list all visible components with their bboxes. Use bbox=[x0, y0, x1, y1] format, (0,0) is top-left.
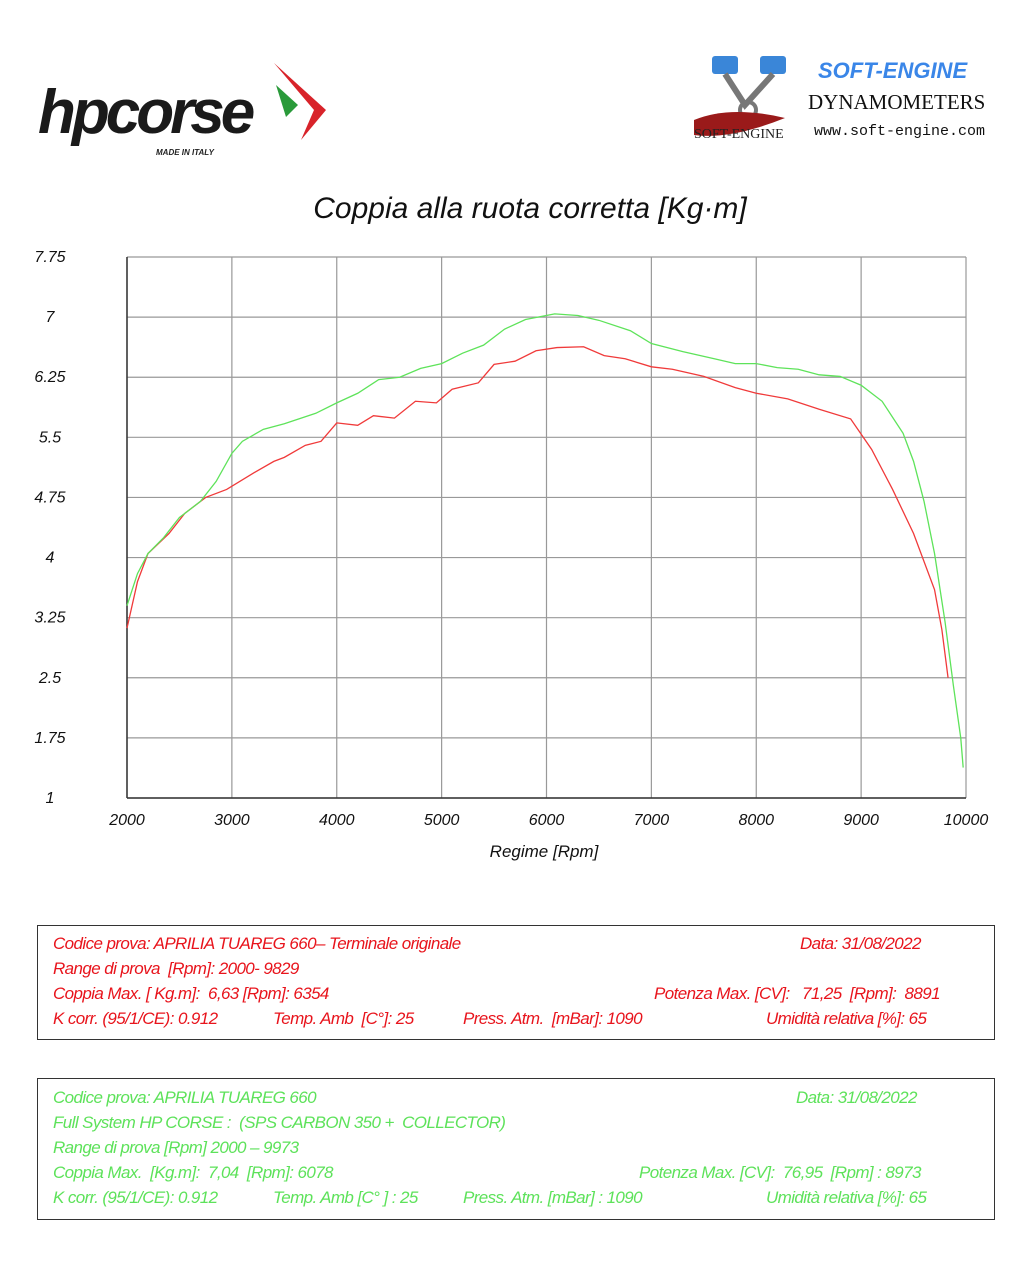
pistons-icon bbox=[712, 56, 786, 120]
y-tick-label: 4 bbox=[46, 550, 55, 567]
k-corr: K corr. (95/1/CE): 0.912 bbox=[53, 1188, 218, 1207]
hp-brand-text: hpcorse bbox=[38, 78, 254, 147]
y-tick-label: 7 bbox=[46, 309, 56, 326]
baseline-test-info: Codice prova: APRILIA TUAREG 660– Termin… bbox=[37, 925, 995, 1040]
original-torque-line bbox=[126, 346, 949, 678]
x-tick-label: 6000 bbox=[529, 812, 565, 829]
exhaust-system: Full System HP CORSE : (SPS CARBON 350 +… bbox=[53, 1113, 506, 1132]
x-axis-label: Regime [Rpm] bbox=[490, 842, 600, 861]
x-tick-label: 4000 bbox=[319, 812, 355, 829]
humidity: Umidità relativa [%]: 65 bbox=[766, 1188, 927, 1207]
max-power: Potenza Max. [CV]: 71,25 [Rpm]: 8891 bbox=[654, 984, 941, 1003]
y-tick-label: 5.5 bbox=[39, 429, 61, 446]
x-tick-label: 10000 bbox=[944, 812, 989, 829]
test-date: Data: 31/08/2022 bbox=[800, 934, 921, 953]
y-tick-label: 1 bbox=[46, 790, 55, 807]
x-tick-label: 2000 bbox=[108, 812, 145, 829]
torque-chart: 2000 3000 4000 5000 6000 7000 8000 9000 10000 7.7… bbox=[34, 249, 989, 861]
se-sub-text: DYNAMOMETERS bbox=[808, 90, 985, 114]
humidity: Umidità relativa [%]: 65 bbox=[766, 1009, 927, 1028]
test-code: Codice prova: APRILIA TUAREG 660– Termin… bbox=[53, 934, 461, 953]
x-tick-label: 3000 bbox=[214, 812, 250, 829]
k-corr: K corr. (95/1/CE): 0.912 bbox=[53, 1009, 218, 1028]
max-power: Potenza Max. [CV]: 76,95 [Rpm] : 8973 bbox=[639, 1163, 921, 1182]
y-tick-label: 6.25 bbox=[34, 369, 65, 386]
y-tick-label: 1.75 bbox=[34, 730, 65, 747]
hp-corse-torque-line bbox=[126, 313, 964, 768]
y-tick-label: 2.5 bbox=[38, 670, 61, 687]
temp-amb: Temp. Amb [C° ] : 25 bbox=[273, 1188, 418, 1207]
se-brand-text: SOFT-ENGINE bbox=[818, 58, 968, 83]
x-tick-label: 7000 bbox=[634, 812, 670, 829]
max-torque: Coppia Max. [Kg.m]: 7,04 [Rpm]: 6078 bbox=[53, 1163, 334, 1182]
hp-corse-test-info: Codice prova: APRILIA TUAREG 660 Data: 31… bbox=[37, 1078, 995, 1220]
y-tick-label: 3.25 bbox=[34, 610, 65, 627]
press-atm: Press. Atm. [mBar]: 1090 bbox=[463, 1009, 643, 1028]
hp-tagline: MADE IN ITALY bbox=[156, 148, 215, 157]
press-atm: Press. Atm. [mBar] : 1090 bbox=[463, 1188, 643, 1207]
test-range: Range di prova [Rpm] 2000 – 9973 bbox=[53, 1138, 299, 1157]
soft-engine-logo: SOFT-ENGINE SOFT-ENGINE DYNAMOMETERS www… bbox=[694, 56, 985, 142]
x-tick-label: 8000 bbox=[738, 812, 774, 829]
hpcorse-logo: hpcorse MADE IN ITALY bbox=[38, 63, 326, 157]
chart-title: Coppia alla ruota corretta [Kg·m] bbox=[313, 192, 747, 225]
temp-amb: Temp. Amb [C°]: 25 bbox=[273, 1009, 414, 1028]
y-tick-label: 7.75 bbox=[34, 249, 65, 266]
test-code: Codice prova: APRILIA TUAREG 660 bbox=[53, 1088, 317, 1107]
x-tick-label: 9000 bbox=[843, 812, 879, 829]
test-range: Range di prova [Rpm]: 2000- 9829 bbox=[53, 959, 299, 978]
test-date: Data: 31/08/2022 bbox=[796, 1088, 917, 1107]
se-url-text: www.soft-engine.com bbox=[814, 123, 985, 140]
se-mark-text: SOFT-ENGINE bbox=[694, 127, 784, 142]
max-torque: Coppia Max. [ Kg.m]: 6,63 [Rpm]: 6354 bbox=[53, 984, 329, 1003]
y-tick-label: 4.75 bbox=[34, 489, 65, 506]
x-tick-label: 5000 bbox=[424, 812, 460, 829]
